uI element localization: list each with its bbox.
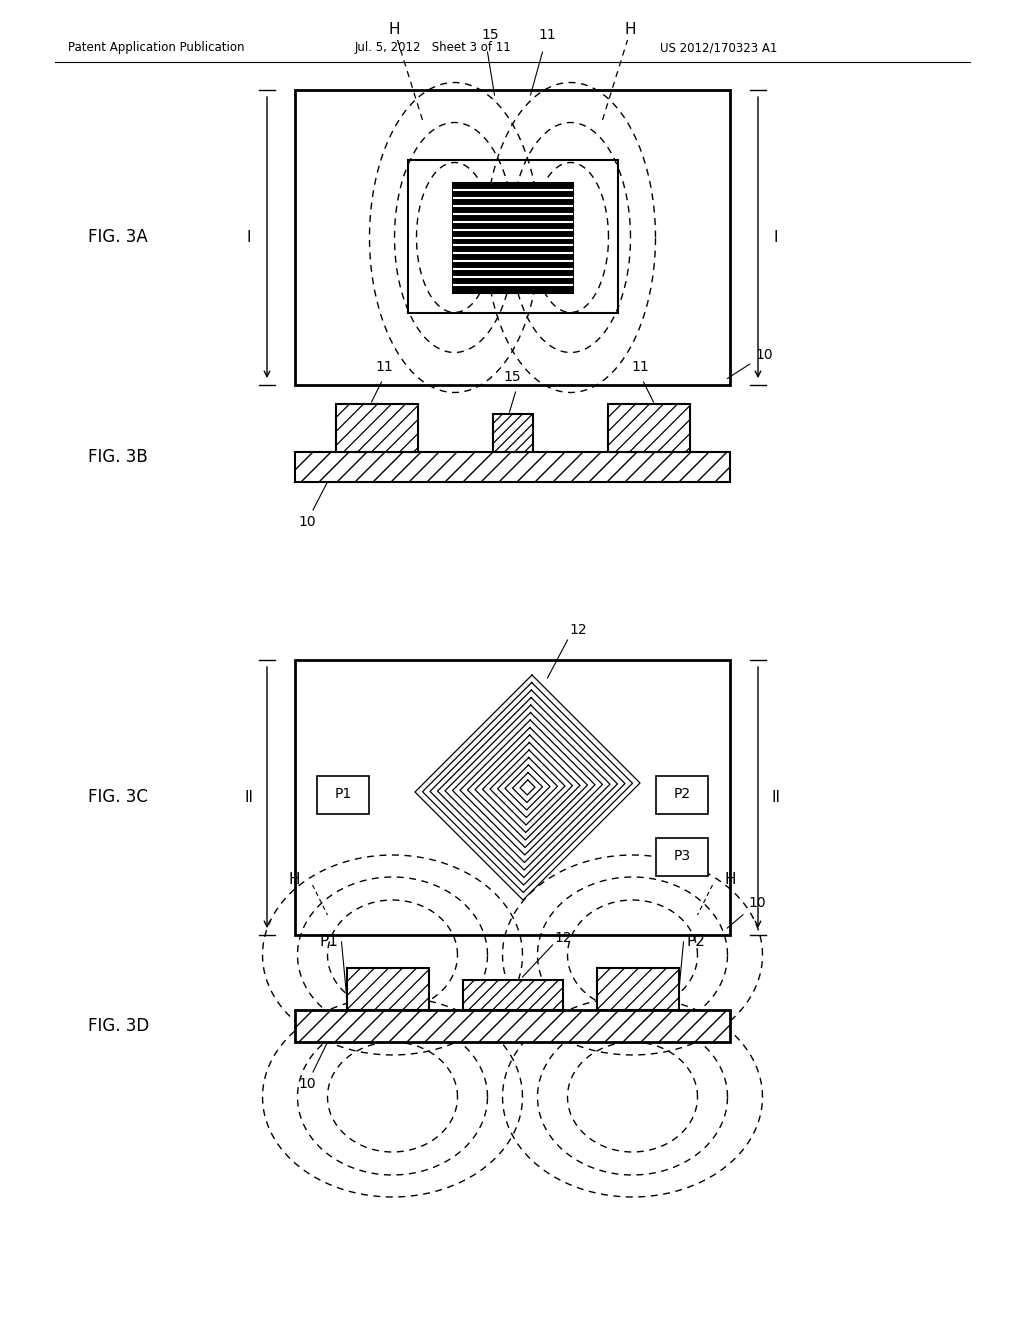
Text: P1: P1	[335, 788, 351, 801]
Text: FIG. 3C: FIG. 3C	[88, 788, 147, 807]
Bar	[453, 182, 572, 293]
Bar	[656, 776, 708, 813]
Bar	[295, 451, 730, 482]
Bar	[317, 776, 369, 813]
Text: II: II	[245, 789, 254, 805]
Text: P1: P1	[319, 935, 339, 949]
Bar	[607, 404, 689, 451]
Text: Patent Application Publication: Patent Application Publication	[68, 41, 245, 54]
Bar	[597, 968, 679, 1010]
Text: 12: 12	[555, 931, 572, 945]
Text: 15: 15	[481, 28, 500, 42]
Text: Jul. 5, 2012   Sheet 3 of 11: Jul. 5, 2012 Sheet 3 of 11	[355, 41, 512, 54]
Bar	[295, 90, 730, 385]
Bar	[408, 160, 617, 313]
Text: H: H	[289, 873, 300, 887]
Text: FIG. 3D: FIG. 3D	[88, 1016, 150, 1035]
Text: 12: 12	[569, 623, 587, 638]
Text: II: II	[771, 789, 780, 805]
Text: 11: 11	[539, 28, 556, 42]
Text: 10: 10	[298, 515, 315, 529]
Bar	[656, 837, 708, 875]
Text: I: I	[774, 230, 778, 246]
Text: 11: 11	[632, 360, 649, 374]
Bar	[295, 1010, 730, 1041]
Text: H: H	[625, 22, 636, 37]
Text: US 2012/170323 A1: US 2012/170323 A1	[660, 41, 777, 54]
Text: H: H	[725, 873, 736, 887]
Text: P2: P2	[674, 788, 690, 801]
Bar	[463, 979, 562, 1010]
Text: H: H	[389, 22, 400, 37]
Bar	[336, 404, 418, 451]
Text: 10: 10	[727, 348, 773, 379]
Bar	[346, 968, 428, 1010]
Text: I: I	[247, 230, 251, 246]
Text: 10: 10	[727, 896, 766, 928]
Text: P3: P3	[674, 850, 690, 863]
Text: 10: 10	[298, 1077, 315, 1092]
Text: P2: P2	[686, 935, 706, 949]
Text: 11: 11	[376, 360, 393, 374]
Text: 15: 15	[504, 370, 521, 384]
Text: FIG. 3A: FIG. 3A	[88, 228, 147, 247]
Bar	[493, 414, 532, 451]
Text: FIG. 3B: FIG. 3B	[88, 447, 147, 466]
Bar	[295, 660, 730, 935]
